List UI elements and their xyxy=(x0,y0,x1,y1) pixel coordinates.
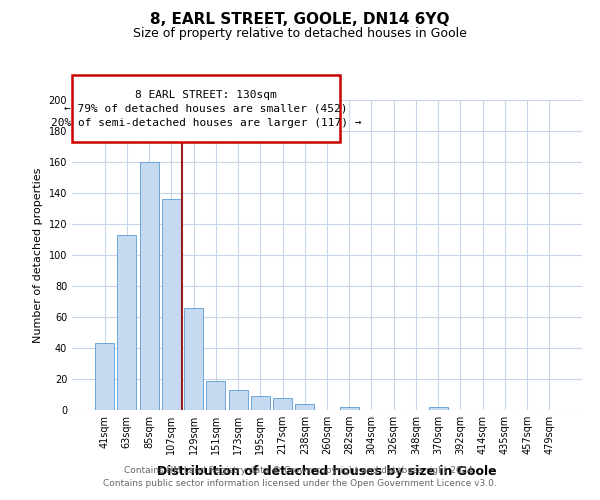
Bar xyxy=(162,199,181,410)
Bar xyxy=(140,162,158,410)
X-axis label: Distribution of detached houses by size in Goole: Distribution of detached houses by size … xyxy=(157,466,497,478)
Text: 8 EARL STREET: 130sqm
← 79% of detached houses are smaller (452)
20% of semi-det: 8 EARL STREET: 130sqm ← 79% of detached … xyxy=(50,90,361,128)
FancyBboxPatch shape xyxy=(72,75,340,142)
Bar xyxy=(295,404,314,410)
Bar xyxy=(118,235,136,410)
Bar xyxy=(429,407,448,410)
Bar xyxy=(340,407,359,410)
Text: Size of property relative to detached houses in Goole: Size of property relative to detached ho… xyxy=(133,28,467,40)
Bar xyxy=(184,308,203,410)
Text: 8, EARL STREET, GOOLE, DN14 6YQ: 8, EARL STREET, GOOLE, DN14 6YQ xyxy=(150,12,450,28)
Bar xyxy=(251,396,270,410)
Bar xyxy=(95,344,114,410)
Y-axis label: Number of detached properties: Number of detached properties xyxy=(33,168,43,342)
Text: Contains HM Land Registry data © Crown copyright and database right 2024.
Contai: Contains HM Land Registry data © Crown c… xyxy=(103,466,497,487)
Bar xyxy=(206,380,225,410)
Bar xyxy=(273,398,292,410)
Bar xyxy=(229,390,248,410)
